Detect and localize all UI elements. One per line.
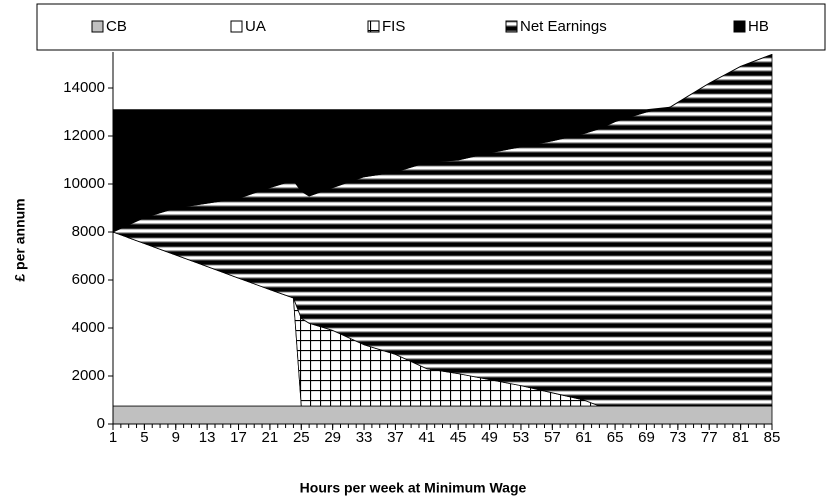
area <box>112 54 773 233</box>
x-tick-label: 33 <box>356 429 373 446</box>
y-tick-label: 4000 <box>72 319 105 336</box>
x-tick-label: 29 <box>324 429 341 446</box>
legend-box <box>36 3 826 51</box>
x-tick-label: 73 <box>670 429 687 446</box>
x-tick-label: 21 <box>262 429 279 446</box>
x-tick-label: 69 <box>638 429 655 446</box>
legend-swatch <box>505 20 518 33</box>
y-tick-label: 14000 <box>63 79 105 96</box>
y-tick-label: 10000 <box>63 175 105 192</box>
y-tick-label: 6000 <box>72 271 105 288</box>
legend-swatch <box>367 20 380 33</box>
legend-item: CB <box>91 18 127 35</box>
x-tick-label: 9 <box>172 429 180 446</box>
area <box>112 405 773 425</box>
y-tick-label: 0 <box>97 415 105 432</box>
legend-swatch <box>91 20 104 33</box>
x-tick-label: 53 <box>513 429 530 446</box>
x-tick-label: 77 <box>701 429 718 446</box>
x-tick-label: 25 <box>293 429 310 446</box>
x-tick-label: 85 <box>764 429 781 446</box>
x-tick-label: 49 <box>481 429 498 446</box>
legend-label: CB <box>106 18 127 35</box>
legend-label: UA <box>245 18 266 35</box>
x-tick-label: 5 <box>140 429 148 446</box>
x-tick-label: 13 <box>199 429 216 446</box>
y-tick-label: 8000 <box>72 223 105 240</box>
legend-item: Net Earnings <box>505 18 607 35</box>
x-tick-label: 65 <box>607 429 624 446</box>
y-tick-label: 12000 <box>63 127 105 144</box>
y-axis-title: £ per annum <box>12 198 28 281</box>
y-tick-label: 2000 <box>72 367 105 384</box>
legend-swatch <box>230 20 243 33</box>
legend-swatch <box>733 20 746 33</box>
x-tick-label: 41 <box>418 429 435 446</box>
legend-label: Net Earnings <box>520 18 607 35</box>
x-tick-label: 37 <box>387 429 404 446</box>
x-tick-label: 1 <box>109 429 117 446</box>
legend-item: HB <box>733 18 769 35</box>
legend-label: FIS <box>382 18 405 35</box>
x-axis-title: Hours per week at Minimum Wage <box>300 480 527 496</box>
x-tick-label: 17 <box>230 429 247 446</box>
legend-item: FIS <box>367 18 405 35</box>
legend-item: UA <box>230 18 266 35</box>
x-tick-label: 61 <box>575 429 592 446</box>
x-tick-label: 45 <box>450 429 467 446</box>
legend-label: HB <box>748 18 769 35</box>
x-tick-label: 81 <box>732 429 749 446</box>
x-tick-label: 57 <box>544 429 561 446</box>
